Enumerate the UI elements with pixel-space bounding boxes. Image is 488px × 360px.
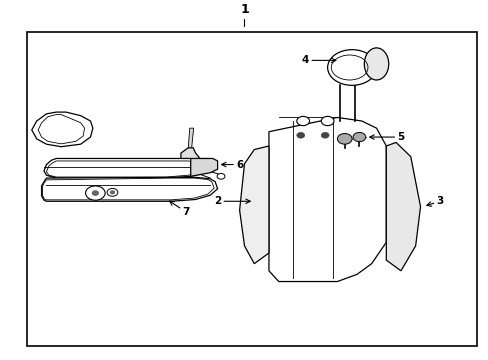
Circle shape [110, 191, 114, 194]
Circle shape [321, 132, 328, 138]
Circle shape [321, 116, 333, 126]
Polygon shape [190, 158, 217, 176]
Text: 3: 3 [426, 196, 443, 206]
Circle shape [296, 132, 304, 138]
Polygon shape [188, 128, 193, 148]
Polygon shape [386, 143, 420, 271]
Circle shape [296, 116, 309, 126]
Circle shape [217, 174, 224, 179]
Text: 4: 4 [301, 55, 335, 66]
Text: 1: 1 [240, 3, 248, 16]
Text: 6: 6 [221, 159, 243, 170]
Polygon shape [41, 177, 217, 201]
Text: 7: 7 [169, 201, 189, 217]
Circle shape [92, 191, 98, 195]
Circle shape [337, 134, 351, 144]
Polygon shape [32, 112, 93, 147]
Circle shape [352, 132, 365, 142]
Text: 5: 5 [369, 132, 404, 142]
Ellipse shape [364, 48, 388, 80]
Polygon shape [181, 148, 203, 175]
Text: 2: 2 [214, 196, 250, 206]
Bar [27, 32, 476, 346]
Circle shape [107, 188, 118, 196]
Polygon shape [44, 158, 210, 178]
Polygon shape [239, 146, 268, 264]
Ellipse shape [327, 50, 376, 85]
Polygon shape [268, 117, 386, 282]
Circle shape [85, 186, 105, 200]
